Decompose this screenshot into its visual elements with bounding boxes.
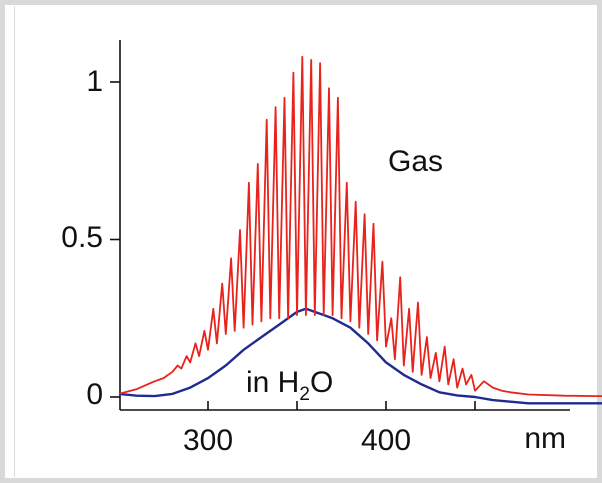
annotation-gas: Gas: [388, 145, 443, 178]
annotation-in-h2o-main: in H: [246, 366, 299, 399]
x-tick-label-300: 300: [183, 424, 233, 457]
left-divider: [14, 6, 15, 477]
annotation-in-h2o-subscript: 2: [299, 384, 310, 405]
annotation-in-h2o-tail: O: [310, 366, 333, 399]
y-ticks: [110, 81, 120, 398]
y-tick-label-0: 0: [86, 378, 103, 411]
x-axis-unit-label: nm: [524, 422, 566, 455]
y-tick-label-0.5: 0.5: [61, 221, 103, 254]
y-tick-label-1: 1: [86, 65, 103, 98]
annotation-in-h2o: in H2O: [246, 366, 333, 405]
series-line-in-h2o: [118, 307, 602, 405]
x-ticks: [207, 401, 476, 410]
series-line-gas: [118, 55, 602, 397]
x-tick-label-400: 400: [361, 424, 411, 457]
